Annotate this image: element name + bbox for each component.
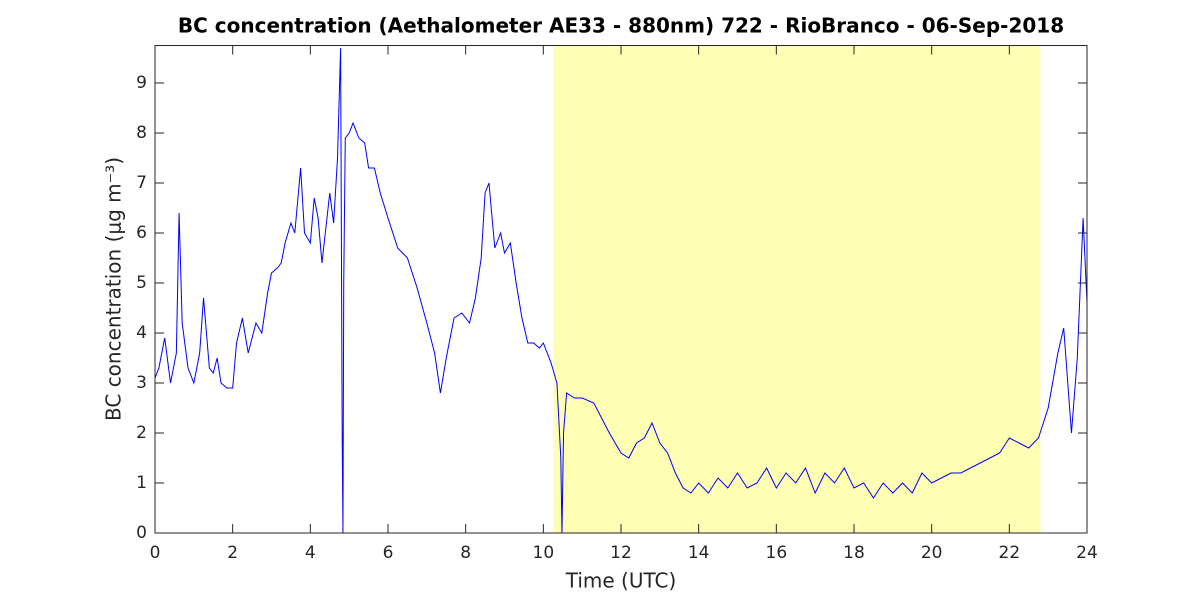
x-tick-label: 20 [921,543,943,563]
x-tick-label: 4 [305,543,316,563]
x-tick-label: 10 [533,543,555,563]
shaded-region [553,45,1041,533]
y-tick-label: 0 [136,523,147,543]
x-tick-label: 22 [999,543,1021,563]
y-tick-label: 3 [136,373,147,393]
y-tick-label: 5 [136,273,147,293]
x-tick-label: 2 [227,543,238,563]
data-line [154,47,1088,534]
y-tick-label: 2 [136,423,147,443]
x-tick-label: 14 [688,543,710,563]
x-tick-label: 24 [1076,543,1098,563]
y-tick-label: 7 [136,173,147,193]
y-tick-label: 8 [136,123,147,143]
x-tick-label: 0 [150,543,161,563]
y-axis-label: BC concentration (μg m⁻³) [102,157,126,421]
y-tick-label: 9 [136,73,147,93]
x-tick-label: 8 [460,543,471,563]
chart-title: BC concentration (Aethalometer AE33 - 88… [178,14,1064,38]
x-tick-label: 12 [610,543,632,563]
x-tick-label: 18 [843,543,865,563]
y-tick-label: 4 [136,323,147,343]
x-tick-label: 16 [766,543,788,563]
y-tick-label: 1 [136,473,147,493]
x-axis-label: Time (UTC) [565,569,677,593]
y-tick-label: 6 [136,223,147,243]
x-tick-label: 6 [383,543,394,563]
